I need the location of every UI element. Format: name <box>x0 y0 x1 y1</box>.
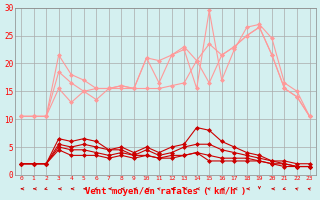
X-axis label: Vent moyen/en rafales ( km/h ): Vent moyen/en rafales ( km/h ) <box>85 187 246 196</box>
